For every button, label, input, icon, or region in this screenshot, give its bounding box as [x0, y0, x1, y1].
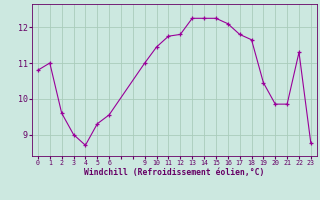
X-axis label: Windchill (Refroidissement éolien,°C): Windchill (Refroidissement éolien,°C) — [84, 168, 265, 177]
